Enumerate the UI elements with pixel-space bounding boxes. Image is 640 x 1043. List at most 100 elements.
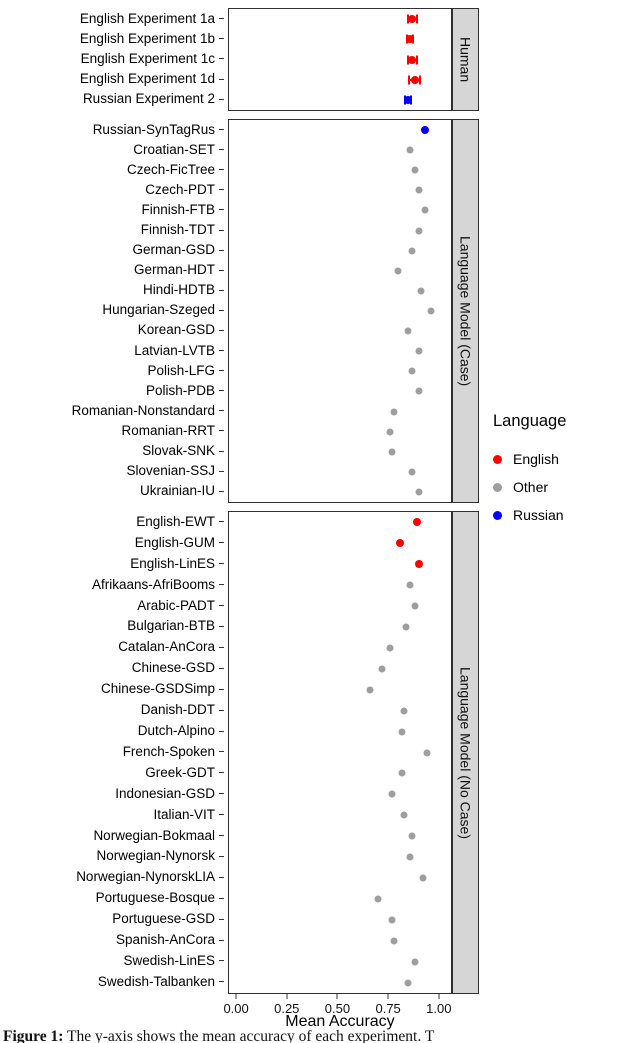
- x-tick-label: 0.75: [375, 1001, 401, 1016]
- legend-item-russian: Russian: [493, 501, 566, 529]
- data-point: [406, 853, 414, 861]
- data-point: [408, 247, 416, 255]
- data-point: [404, 95, 413, 104]
- data-point: [427, 307, 435, 315]
- facet-strip: Human: [452, 8, 479, 111]
- data-point: [408, 367, 416, 375]
- x-tick-mark: [387, 994, 389, 999]
- facet-strip-label: Human: [457, 36, 474, 83]
- x-axis: 0.00 0.25 0.50 0.75 1.00: [223, 994, 452, 1020]
- data-point: [400, 811, 408, 819]
- y-tick-label: Norwegian-Bokmaal: [0, 825, 226, 846]
- data-point: [378, 665, 386, 673]
- data-point: [390, 937, 398, 945]
- plot-panel: [228, 119, 452, 503]
- data-point: [374, 895, 382, 903]
- data-point: [412, 518, 421, 527]
- y-tick-label: Russian Experiment 2: [0, 89, 226, 109]
- x-tick-label: 1.00: [426, 1001, 452, 1016]
- caption-text: The y-axis shows the mean accuracy of ea…: [67, 1028, 435, 1043]
- y-tick-label: Slovenian-SSJ: [0, 461, 226, 481]
- data-point: [411, 602, 418, 610]
- y-tick-label: Hungarian-Szeged: [0, 300, 226, 320]
- legend-key-dot: [493, 510, 502, 520]
- y-tick-label: Finnish-TDT: [0, 219, 226, 239]
- data-point: [415, 186, 423, 194]
- y-tick-label: English Experiment 1d: [0, 69, 226, 89]
- facet-strip-label: Language Model (No Case): [457, 666, 474, 839]
- legend-item-other: Other: [493, 473, 566, 501]
- y-tick-label: Czech-FicTree: [0, 159, 226, 179]
- y-tick-label: Polish-LFG: [0, 360, 226, 380]
- facet-panel-language-model-no-case: English-EWT English-GUM English-LinES Afrik…: [0, 511, 640, 994]
- legend-title: Language: [493, 412, 567, 430]
- y-tick-label: Portuguese-Bosque: [0, 887, 226, 908]
- error-bar-cap: [408, 75, 411, 85]
- data-point: [404, 979, 412, 987]
- legend-label: English: [513, 451, 559, 467]
- y-tick-label: English-LinES: [0, 553, 226, 574]
- y-tick-label: Korean-GSD: [0, 320, 226, 340]
- data-point: [366, 686, 374, 694]
- y-axis-labels: Russian-SynTagRus Croatian-SET Czech-FicTr…: [0, 119, 226, 503]
- data-point: [406, 35, 415, 44]
- data-point: [408, 832, 416, 840]
- plot-panel: [228, 511, 452, 994]
- error-bar-cap: [418, 75, 421, 85]
- x-tick-label: 0.25: [274, 1001, 300, 1016]
- data-point: [394, 267, 402, 275]
- error-bar-cap: [415, 14, 418, 24]
- data-point: [411, 166, 418, 174]
- figure-caption: Figure 1: The y-axis shows the mean accu…: [3, 1027, 637, 1043]
- legend-key-dot: [493, 482, 502, 492]
- y-tick-label: Swedish-LinES: [0, 950, 226, 971]
- y-tick-label: German-HDT: [0, 260, 226, 280]
- y-tick-label: Greek-GDT: [0, 762, 226, 783]
- data-point: [408, 468, 416, 476]
- y-tick-label: Romanian-RRT: [0, 420, 226, 440]
- legend-label: Russian: [513, 507, 564, 523]
- data-point: [421, 206, 429, 214]
- y-tick-label: Chinese-GSDSimp: [0, 678, 226, 699]
- y-tick-label: Indonesian-GSD: [0, 783, 226, 804]
- y-tick-label: Slovak-SNK: [0, 441, 226, 461]
- y-tick-label: Dutch-Alpino: [0, 720, 226, 741]
- facet-strip-label: Language Model (Case): [457, 235, 474, 387]
- y-tick-label: Chinese-GSD: [0, 657, 226, 678]
- y-tick-label: Russian-SynTagRus: [0, 119, 226, 139]
- y-tick-label: Arabic-PADT: [0, 595, 226, 616]
- y-tick-label: Italian-VIT: [0, 804, 226, 825]
- data-point: [415, 347, 423, 355]
- y-tick-label: Polish-PDB: [0, 380, 226, 400]
- legend-label: Other: [513, 479, 549, 495]
- y-axis-labels: English Experiment 1a English Experiment …: [0, 8, 226, 111]
- y-tick-label: Spanish-AnCora: [0, 929, 226, 950]
- data-point: [420, 126, 429, 135]
- y-tick-label: Czech-PDT: [0, 179, 226, 199]
- y-tick-label: Croatian-SET: [0, 139, 226, 159]
- caption-prefix: Figure 1:: [3, 1028, 64, 1043]
- y-tick-label: Catalan-AnCora: [0, 636, 226, 657]
- data-point: [411, 958, 418, 966]
- x-tick-label: 0.50: [324, 1001, 351, 1016]
- data-point: [406, 581, 414, 589]
- y-tick-label: Hindi-HDTB: [0, 280, 226, 300]
- facet-strip: Language Model (Case): [452, 119, 479, 503]
- data-point: [386, 644, 394, 652]
- data-point: [408, 15, 417, 24]
- legend-item-english: English: [493, 445, 566, 473]
- data-point: [408, 55, 417, 64]
- legend-key-dot: [493, 454, 502, 464]
- error-bar-cap: [415, 55, 418, 64]
- y-tick-label: English Experiment 1a: [0, 8, 226, 28]
- data-point: [402, 623, 410, 631]
- data-point: [410, 75, 419, 84]
- facet-panel-language-model-case: Russian-SynTagRus Croatian-SET Czech-FicTr…: [0, 119, 640, 503]
- data-point: [415, 227, 423, 235]
- y-tick-label: English Experiment 1b: [0, 28, 226, 48]
- legend: Language English Other Russian: [493, 412, 566, 529]
- data-point: [386, 428, 394, 436]
- data-point: [423, 749, 431, 756]
- y-tick-label: Ukrainian-IU: [0, 481, 226, 501]
